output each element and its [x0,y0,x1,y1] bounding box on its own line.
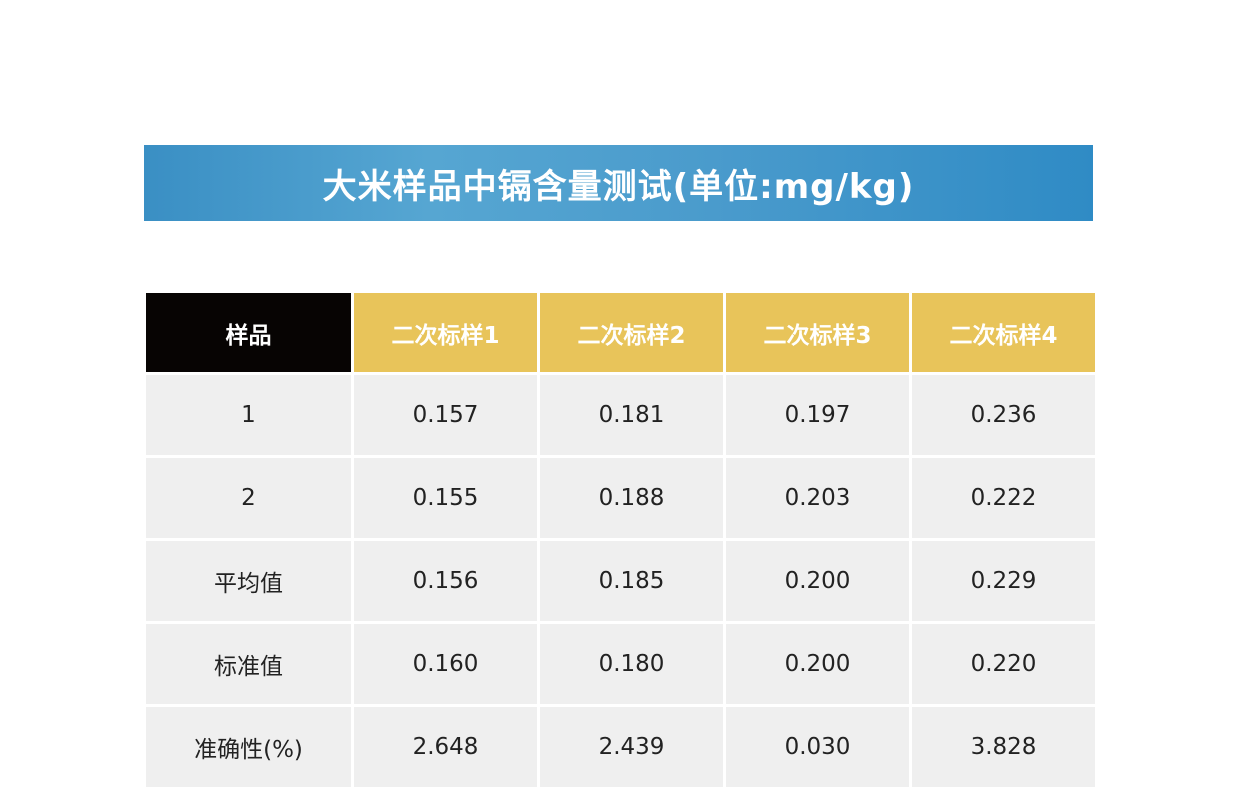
column-header: 二次标样3 [726,293,909,372]
table-cell: 0.236 [912,375,1095,455]
table-cell: 0.030 [726,707,909,787]
table-cell: 0.220 [912,624,1095,704]
table-cell: 0.181 [540,375,723,455]
table-row: 标准值 0.160 0.180 0.200 0.220 [146,624,1095,704]
table-cell: 0.180 [540,624,723,704]
table-cell: 0.185 [540,541,723,621]
table-cell: 0.200 [726,541,909,621]
table-cell: 0.155 [354,458,537,538]
table-cell: 0.229 [912,541,1095,621]
table-cell: 0.222 [912,458,1095,538]
row-label: 平均值 [146,541,351,621]
table-row: 2 0.155 0.188 0.203 0.222 [146,458,1095,538]
row-label: 标准值 [146,624,351,704]
data-table: 样品 二次标样1 二次标样2 二次标样3 二次标样4 1 0.157 0.181 0.197 0.… [143,290,1098,790]
table-row: 准确性(%) 2.648 2.439 0.030 3.828 [146,707,1095,787]
table-cell: 3.828 [912,707,1095,787]
row-label: 2 [146,458,351,538]
title-banner: 大米样品中镉含量测试(单位:mg/kg) [144,145,1093,221]
row-label: 准确性(%) [146,707,351,787]
table-cell: 0.197 [726,375,909,455]
table-header-row: 样品 二次标样1 二次标样2 二次标样3 二次标样4 [146,293,1095,372]
column-header: 二次标样4 [912,293,1095,372]
column-header: 二次标样1 [354,293,537,372]
table-cell: 0.156 [354,541,537,621]
table-row: 平均值 0.156 0.185 0.200 0.229 [146,541,1095,621]
table-cell: 0.203 [726,458,909,538]
row-label: 1 [146,375,351,455]
column-header: 二次标样2 [540,293,723,372]
table-cell: 2.439 [540,707,723,787]
table-cell: 2.648 [354,707,537,787]
table-cell: 0.157 [354,375,537,455]
page-title: 大米样品中镉含量测试(单位:mg/kg) [322,166,915,207]
table-row: 1 0.157 0.181 0.197 0.236 [146,375,1095,455]
table-cell: 0.200 [726,624,909,704]
column-header: 样品 [146,293,351,372]
table-cell: 0.188 [540,458,723,538]
table-cell: 0.160 [354,624,537,704]
